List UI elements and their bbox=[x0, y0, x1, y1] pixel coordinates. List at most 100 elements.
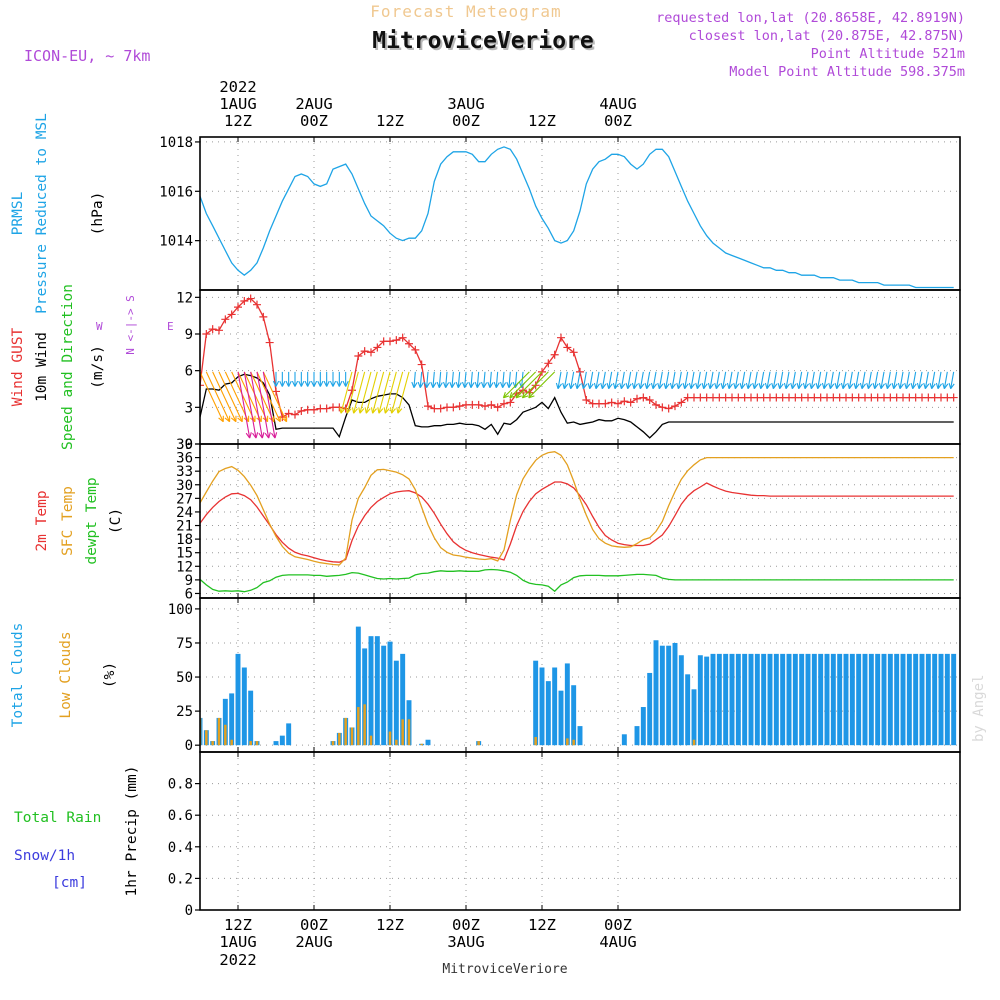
wind-arrow bbox=[639, 371, 644, 389]
axis-label: SFC Temp bbox=[60, 486, 76, 556]
point-altitude: Point Altitude 521m bbox=[811, 46, 965, 62]
wind-arrow-head bbox=[493, 381, 500, 388]
grid bbox=[200, 137, 960, 290]
wind-arrow-head bbox=[271, 432, 278, 439]
wind-arrow bbox=[855, 371, 860, 389]
gust-marker bbox=[671, 402, 679, 411]
wind-arrow-head bbox=[364, 407, 371, 414]
bar-total-clouds bbox=[786, 653, 792, 746]
wind-arrow bbox=[715, 371, 720, 389]
bottom-date: 4AUG bbox=[599, 933, 636, 951]
wind-arrow bbox=[918, 371, 923, 389]
wind-arrow-head bbox=[758, 382, 765, 390]
wind-arrow-head bbox=[625, 382, 632, 390]
wind-arrow bbox=[791, 371, 796, 389]
axis-label: PRMSL bbox=[10, 191, 26, 235]
gust-marker bbox=[607, 398, 616, 407]
wind-arrow bbox=[256, 371, 270, 439]
wind-arrow bbox=[237, 371, 262, 422]
header: Forecast Meteogram MitroviceVeriore Mitr… bbox=[24, 2, 965, 80]
bar-total-clouds bbox=[685, 674, 691, 746]
bar-total-clouds bbox=[906, 653, 912, 746]
wind-arrow bbox=[262, 371, 288, 422]
wind-arrow-head bbox=[442, 381, 450, 388]
top-hour: 12Z bbox=[528, 112, 556, 130]
gust-marker bbox=[354, 352, 363, 360]
wind-arrow bbox=[508, 371, 511, 388]
bar-total-clouds bbox=[843, 653, 849, 746]
bar-total-clouds bbox=[792, 653, 798, 746]
wind-arrow bbox=[766, 371, 771, 389]
bar-low-clouds bbox=[230, 739, 233, 746]
bar-total-clouds bbox=[273, 741, 279, 746]
wind-arrow-head bbox=[923, 382, 930, 390]
y-tick-label: 100 bbox=[168, 602, 193, 618]
bar-total-clouds bbox=[248, 690, 254, 746]
wind-arrow-head bbox=[430, 381, 437, 388]
bar-total-clouds bbox=[742, 653, 748, 746]
wind-arrow-head bbox=[291, 380, 299, 387]
gust-marker bbox=[601, 399, 610, 408]
bar-total-clouds bbox=[887, 653, 893, 746]
wind-arrow bbox=[652, 371, 657, 389]
wind-arrow bbox=[804, 371, 809, 389]
bar-total-clouds bbox=[811, 653, 817, 746]
bar-total-clouds bbox=[932, 653, 938, 746]
wind-arrow-head bbox=[676, 382, 683, 390]
wind-arrow bbox=[509, 371, 537, 399]
bar-total-clouds bbox=[780, 653, 786, 746]
bar-total-clouds bbox=[640, 707, 646, 746]
wind-arrow-head bbox=[310, 380, 318, 387]
gust-marker bbox=[405, 339, 413, 348]
plot-area bbox=[200, 146, 954, 289]
wind-arrow-head bbox=[461, 381, 469, 388]
bar-low-clouds bbox=[363, 704, 366, 746]
y-tick-label: 1016 bbox=[159, 184, 193, 200]
wind-arrow bbox=[243, 371, 269, 422]
wind-arrow bbox=[212, 371, 237, 422]
wind-arrow bbox=[931, 371, 936, 389]
wind-arrow bbox=[893, 371, 898, 389]
wind-arrow-head bbox=[650, 382, 657, 390]
gust-marker bbox=[949, 393, 958, 402]
grid bbox=[200, 598, 960, 752]
wind-arrow bbox=[823, 371, 828, 389]
bar-total-clouds bbox=[387, 641, 393, 746]
wind-arrow-head bbox=[351, 407, 358, 414]
gust-marker bbox=[569, 348, 578, 357]
gust-marker bbox=[348, 386, 356, 395]
gust-marker bbox=[291, 410, 299, 419]
wind-arrow bbox=[250, 371, 275, 422]
wind-arrow-head bbox=[657, 382, 664, 390]
location-title: MitroviceVeriore bbox=[372, 28, 594, 54]
wind-arrow bbox=[608, 371, 613, 389]
bar-total-clouds bbox=[799, 653, 805, 746]
bar-total-clouds bbox=[539, 667, 545, 746]
wind-arrow bbox=[595, 371, 600, 389]
gust-marker bbox=[614, 399, 622, 408]
bar-low-clouds bbox=[369, 735, 373, 746]
bar-total-clouds bbox=[368, 636, 374, 746]
bar-low-clouds bbox=[205, 730, 208, 746]
gust-marker bbox=[234, 303, 242, 312]
compass-w: W bbox=[96, 320, 103, 333]
bar-total-clouds bbox=[647, 672, 653, 746]
wind-arrow bbox=[950, 371, 955, 389]
wind-arrow bbox=[250, 371, 263, 439]
wind-arrow bbox=[262, 371, 276, 439]
bottom-hour: 00Z bbox=[300, 916, 328, 934]
wind-arrow-head bbox=[809, 382, 816, 390]
axis-label: (C) bbox=[108, 508, 124, 534]
bar-total-clouds bbox=[362, 648, 368, 746]
bar-total-clouds bbox=[729, 653, 735, 746]
axis-label: (hPa) bbox=[90, 192, 106, 236]
wind-arrow-head bbox=[279, 380, 286, 387]
bar-total-clouds bbox=[919, 653, 925, 746]
bar-low-clouds bbox=[395, 739, 398, 746]
bar-total-clouds bbox=[558, 690, 564, 746]
gust-marker bbox=[202, 330, 211, 338]
gust-marker bbox=[639, 393, 648, 402]
wind-arrow-head bbox=[745, 382, 752, 390]
y-tick-label: 0.4 bbox=[168, 840, 193, 856]
